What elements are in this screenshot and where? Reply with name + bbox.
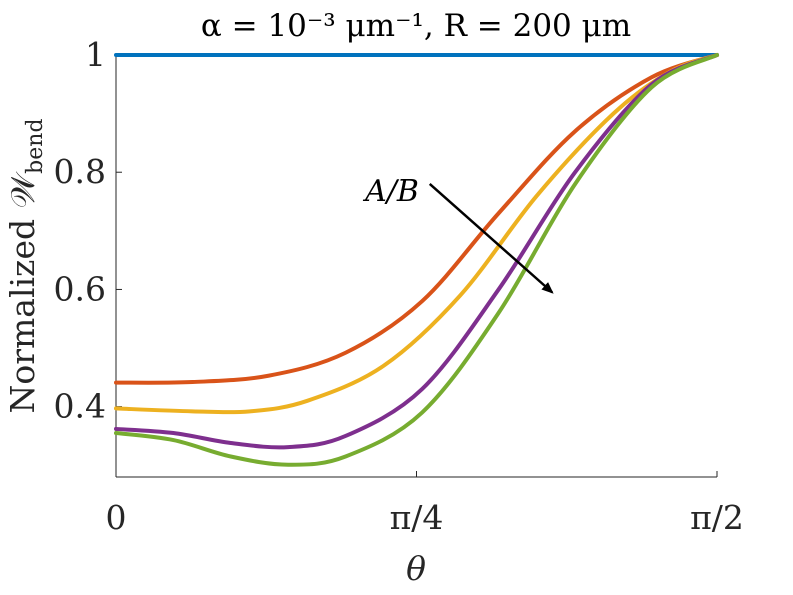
chart-title: α = 10⁻³ μm⁻¹, R = 200 μm <box>201 8 631 44</box>
y-axis-label-sub: bend <box>23 118 48 173</box>
y-tick-label-1: 0.6 <box>54 269 106 308</box>
x-tick-label-2: π/2 <box>690 498 744 537</box>
series-line-4 <box>114 53 719 467</box>
x-tick-label-1: π/4 <box>390 498 444 537</box>
y-tick-label-3: 1 <box>85 35 106 74</box>
series-line-1 <box>114 53 719 385</box>
annotation-label: A/B <box>362 174 419 209</box>
y-tick-label-0: 0.4 <box>54 387 106 426</box>
y-axis-label: Normalized 𝒲bend <box>3 118 48 413</box>
y-ticks: 0.4 0.6 0.8 1 <box>54 35 122 426</box>
series-line-3 <box>114 53 719 450</box>
y-tick-label-2: 0.8 <box>54 152 106 191</box>
x-ticks: 0 π/4 π/2 <box>106 471 744 537</box>
series-line-2 <box>114 53 719 415</box>
annotation-arrow <box>428 183 554 294</box>
series-layer <box>114 53 719 467</box>
x-axis-label: θ <box>406 549 426 588</box>
y-axis-label-main: Normalized 𝒲 <box>3 171 42 413</box>
x-tick-label-0: 0 <box>106 498 127 537</box>
